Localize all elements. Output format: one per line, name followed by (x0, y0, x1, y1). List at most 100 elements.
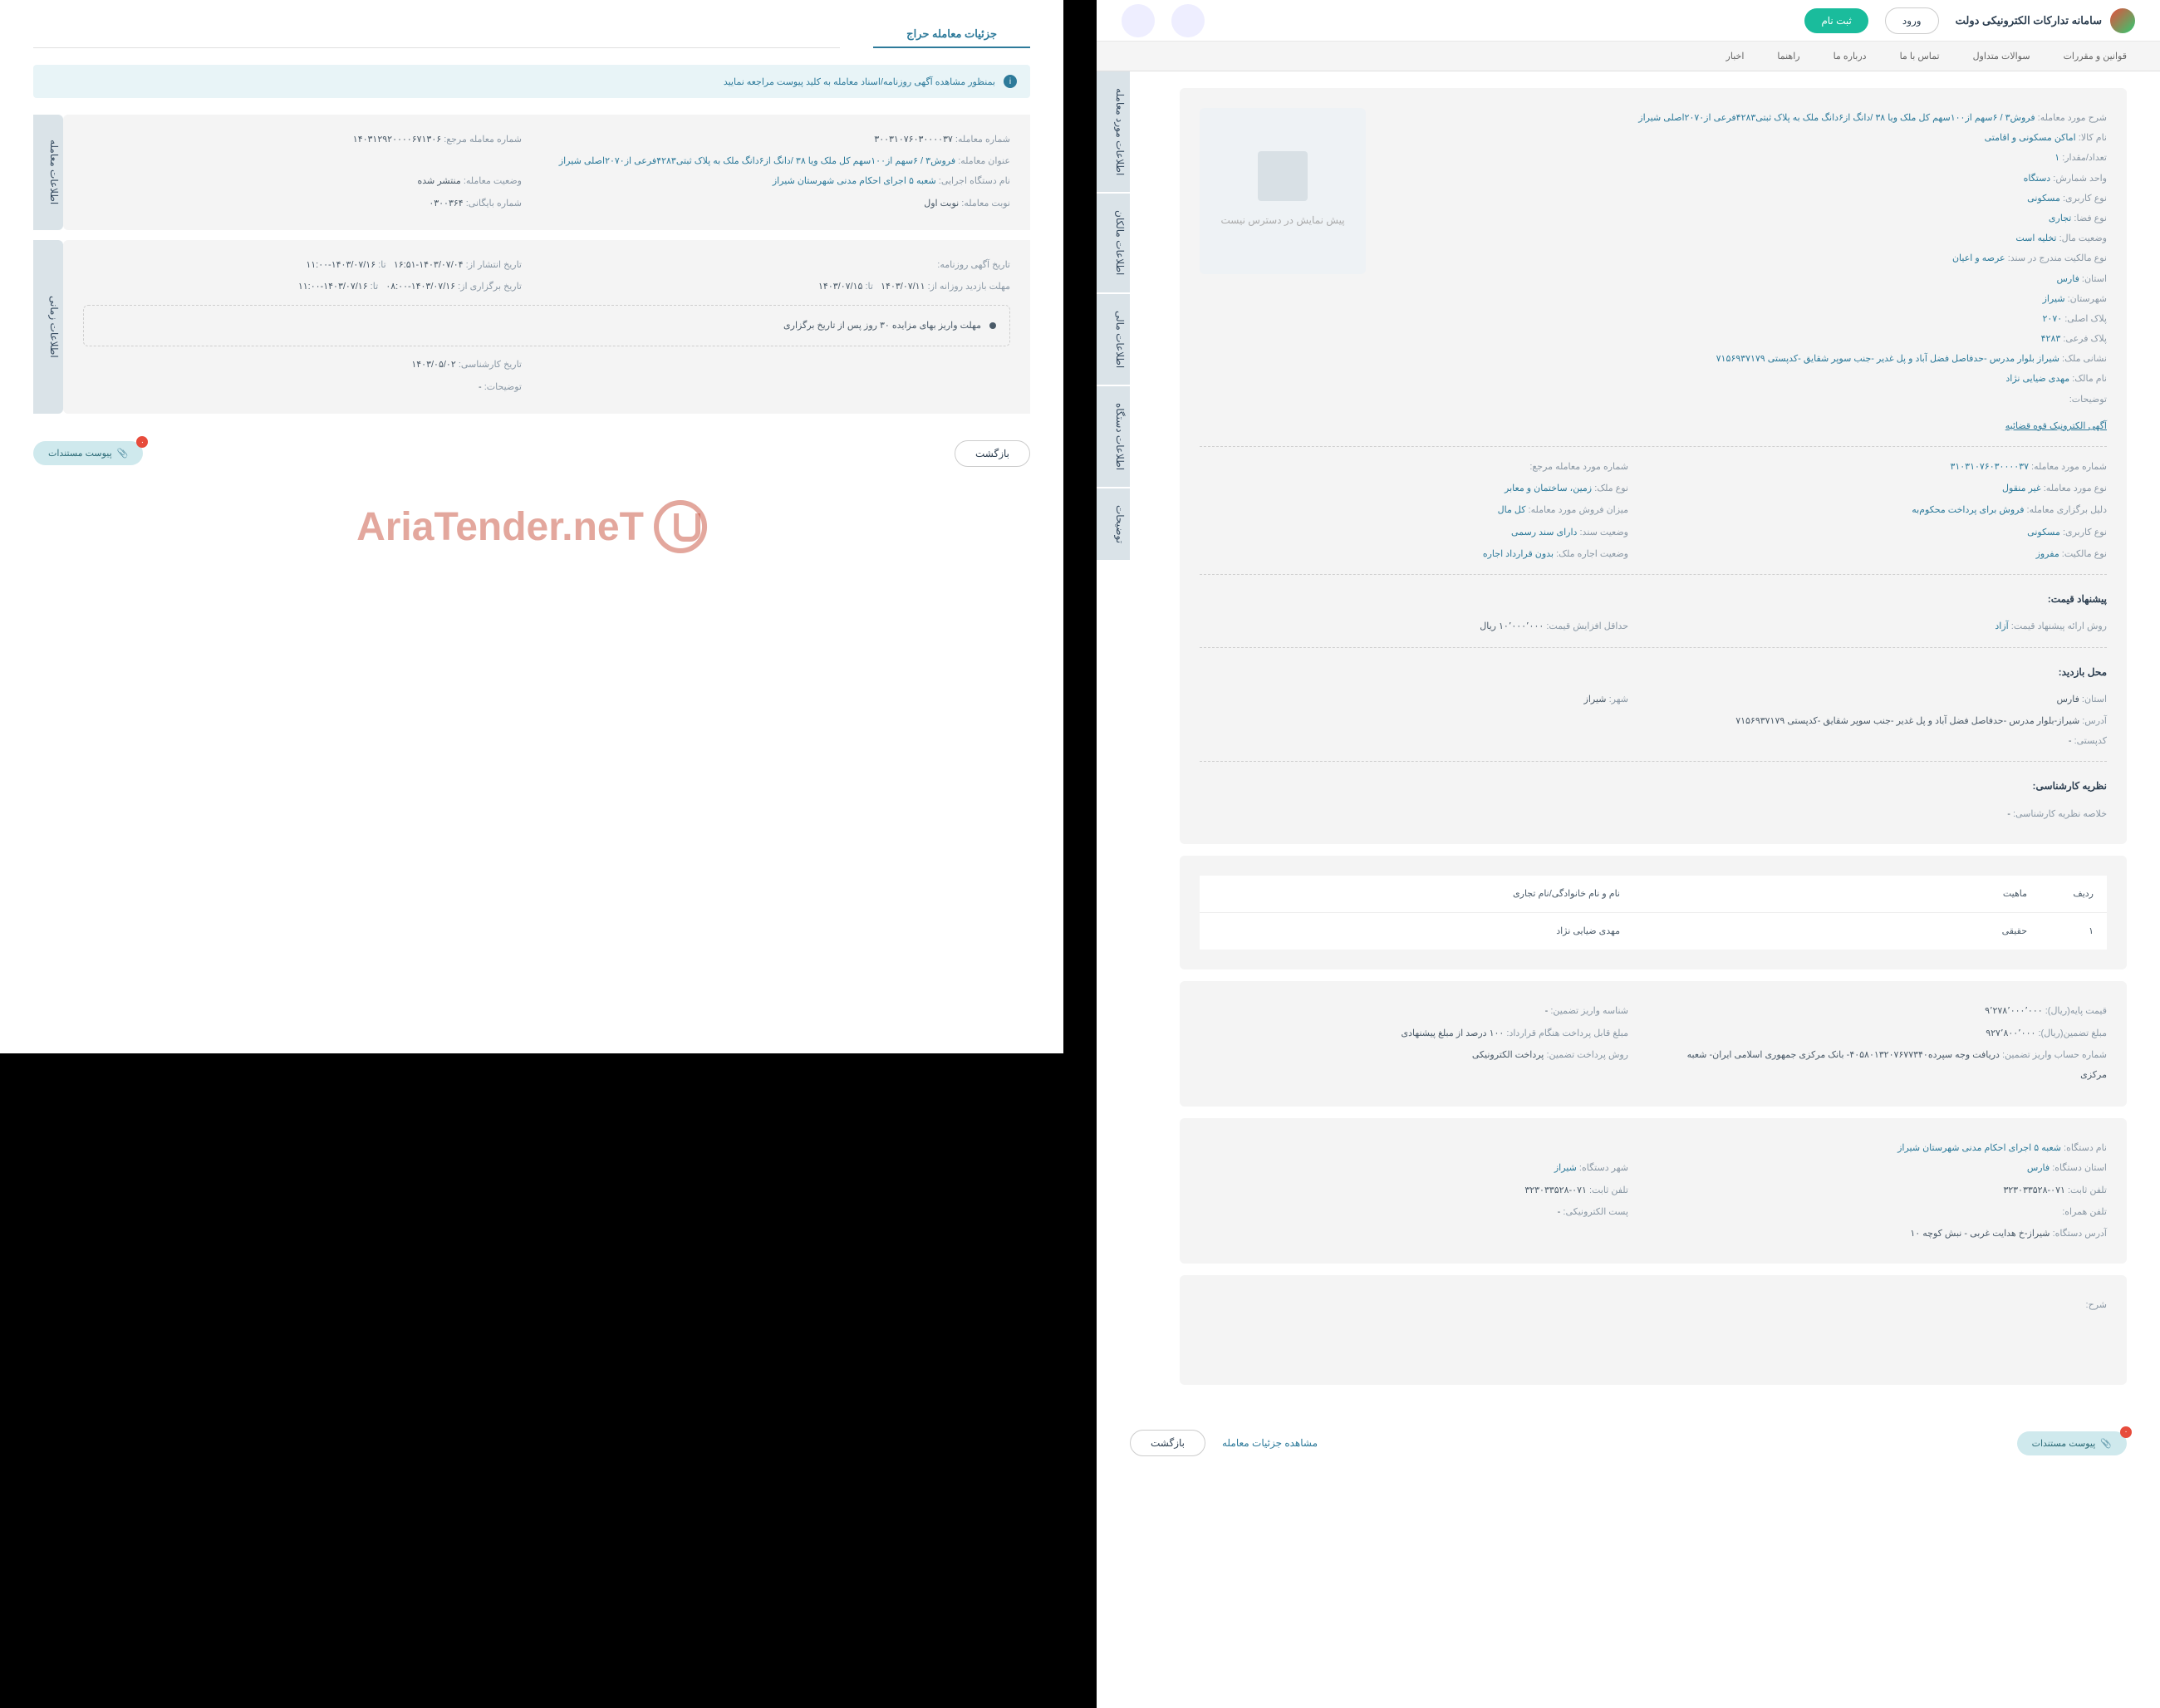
label: پلاک اصلی: (2064, 314, 2107, 324)
value: ۱۴۰۳/۰۷/۱۱ (881, 282, 925, 292)
value: ۰۳۰۰۳۶۴ (429, 199, 463, 209)
page-title: جزئیات معامله حراج (906, 27, 997, 40)
label: حداقل افزایش قیمت: (1546, 621, 1628, 631)
value: ۹۲۷٬۸۰۰٬۰۰۰ (1986, 1028, 2035, 1038)
value: مسکونی (2027, 528, 2060, 537)
label: توضیحات: (2069, 395, 2107, 405)
value: ۰۷۱-۳۲۳۰۳۳۵۲۸ (2003, 1185, 2065, 1195)
separator (1200, 647, 2107, 648)
value: زمین، ساختمان و معابر (1505, 483, 1592, 493)
org-box: نام دستگاه: شعبه ۵ اجرای احکام مدنی شهرس… (1180, 1118, 2127, 1264)
value: فارس (2057, 274, 2079, 284)
value: - (1545, 1006, 1549, 1016)
transaction-section: شماره معامله: ۳۰۰۳۱۰۷۶۰۳۰۰۰۰۳۷ شماره معا… (33, 115, 1030, 230)
left-tab-time[interactable]: اطلاعات زمانی (33, 240, 63, 414)
left-tab-transaction[interactable]: اطلاعات معامله (33, 115, 63, 230)
value: فارس (2057, 694, 2079, 704)
value: پرداخت الکترونیکی (1472, 1050, 1544, 1060)
value: فروش۳ / ۶سهم از۱۰۰سهم کل ملک ویا ۳۸ /دان… (1638, 113, 2035, 123)
value: فارس (2027, 1163, 2050, 1173)
value: - (479, 382, 482, 392)
value: شیراز (2043, 294, 2065, 304)
value: ۱۰۰ درصد از مبلغ پیشنهادی (1402, 1028, 1505, 1038)
label: تاریخ کارشناسی: (459, 360, 522, 370)
side-tabs: اطلاعات مورد معامله اطلاعات مالکان اطلاع… (1097, 71, 1130, 1413)
label: نام دستگاه: (2064, 1143, 2107, 1153)
main-content: شرح مورد معامله: فروش۳ / ۶سهم از۱۰۰سهم ک… (1130, 71, 2160, 1413)
value: مهدی ضیایی نژاد (2005, 374, 2069, 384)
value: ۳۱۰۳۱۰۷۶۰۳۰۰۰۰۳۷ (1950, 462, 2029, 472)
side-tab-financial[interactable]: اطلاعات مالی (1097, 294, 1130, 386)
label: نوع کاربری: (2063, 528, 2107, 537)
top-flex: شرح مورد معامله: فروش۳ / ۶سهم از۱۰۰سهم ک… (1200, 108, 2107, 436)
nav-item[interactable]: قوانین و مقررات (2064, 51, 2127, 61)
label: نوع کاربری: (2063, 194, 2107, 204)
side-tab-owners[interactable]: اطلاعات مالکان (1097, 194, 1130, 293)
court-link[interactable]: آگهی الکترونیک قوه قضائیه (2005, 416, 2107, 436)
back-button[interactable]: بازگشت (1130, 1430, 1205, 1456)
value: ۱۴۰۳۱۲۹۲۰۰۰۰۶۷۱۳۰۶ (353, 135, 441, 145)
label: شماره بایگانی: (466, 199, 522, 209)
bottom-actions: 📎 پیوست مستندات ۰ مشاهده جزئیات معامله ب… (1097, 1413, 2160, 1473)
label: نام کالا: (2079, 133, 2107, 143)
view-details-link[interactable]: مشاهده جزئیات معامله (1222, 1437, 1318, 1449)
value: آزاد (1995, 621, 2008, 631)
label: مبلغ تضمین(ریال): (2038, 1028, 2107, 1038)
value: ۱ (2054, 153, 2059, 163)
transaction-box: شماره معامله: ۳۰۰۳۱۰۷۶۰۳۰۰۰۰۳۷ شماره معا… (63, 115, 1030, 230)
value: ۲۰۷۰ (2043, 314, 2063, 324)
side-tab-subject[interactable]: اطلاعات مورد معامله (1097, 71, 1130, 194)
left-panel: جزئیات معامله حراج i بمنظور مشاهده آگهی … (0, 0, 1063, 1053)
badge: ۰ (2120, 1426, 2132, 1438)
gov-logo-1 (1171, 4, 1205, 37)
nav-bar: قوانین و مقررات سوالات متداول تماس با ما… (1097, 42, 2160, 71)
value: منتشر شده (418, 176, 461, 186)
value: شیراز بلوار مدرس -حدفاصل فضل آباد و پل غ… (1716, 354, 2059, 364)
label: وضعیت اجاره ملک: (1556, 549, 1628, 559)
nav-item[interactable]: اخبار (1726, 51, 1745, 61)
label: شناسه واریز تضمین: (1550, 1006, 1628, 1016)
label: دلیل برگزاری معامله: (2027, 505, 2107, 515)
side-tab-org[interactable]: اطلاعات دستگاه (1097, 386, 1130, 488)
side-tab-desc[interactable]: توضیحات (1097, 488, 1130, 562)
label: نوع مالکیت مندرج در سند: (2008, 253, 2107, 263)
alert-box: i بمنظور مشاهده آگهی روزنامه/اسناد معامل… (33, 65, 1030, 98)
cell: مهدی ضیایی نژاد (1213, 921, 1620, 941)
label: روش پرداخت تضمین: (1546, 1050, 1628, 1060)
label: نوبت معامله: (961, 199, 1010, 209)
table-header: ردیف ماهیت نام و نام خانوادگی/نام تجاری (1200, 876, 2107, 913)
logo-icon (2110, 8, 2135, 33)
label: واحد شمارش: (2053, 174, 2107, 184)
value: کل مال (1498, 505, 1526, 515)
value: مفروز (2036, 549, 2059, 559)
attachments-label: پیوست مستندات (48, 448, 112, 459)
attachments-button[interactable]: 📎 پیوست مستندات ۰ (33, 441, 143, 465)
label: مبلغ قابل پرداخت هنگام قرارداد: (1506, 1028, 1628, 1038)
label: تا: (378, 260, 385, 270)
col-header: ماهیت (1620, 884, 2027, 904)
label: تا: (371, 282, 378, 292)
register-button[interactable]: ثبت نام (1804, 8, 1868, 33)
back-button[interactable]: بازگشت (955, 440, 1030, 467)
label: میزان فروش مورد معامله: (1529, 505, 1628, 515)
nav-item[interactable]: درباره ما (1834, 51, 1867, 61)
site-title: سامانه تدارکات الکترونیکی دولت (1956, 14, 2102, 27)
nav-item[interactable]: راهنما (1777, 51, 1799, 61)
login-button[interactable]: ورود (1885, 7, 1939, 34)
value: ۱۴۰۳/۰۷/۰۴-۱۶:۵۱ (394, 260, 464, 270)
nav-item[interactable]: تماس با ما (1900, 51, 1940, 61)
value: ۰۷۱-۳۲۳۰۳۳۵۲۸ (1524, 1185, 1587, 1195)
left-title-wrap: جزئیات معامله حراج (873, 13, 1030, 48)
value: اماکن مسکونی و اقامتی (1985, 133, 2076, 143)
value: غیر منقول (2002, 483, 2041, 493)
attachments-button[interactable]: 📎 پیوست مستندات ۰ (2017, 1431, 2127, 1455)
nav-item[interactable]: سوالات متداول (1973, 51, 2030, 61)
value: دستگاه (2024, 174, 2051, 184)
gov-logo-2 (1122, 4, 1155, 37)
value: شعبه ۵ اجرای احکام مدنی شهرستان شیراز (773, 176, 936, 186)
label: شهر: (1609, 694, 1628, 704)
value: نوبت اول (924, 199, 959, 209)
time-section: تاریخ آگهی روزنامه: تاریخ انتشار از: ۱۴۰… (33, 240, 1030, 414)
value: ۱۴۰۳/۰۷/۱۵ (818, 282, 862, 292)
label: پست الکترونیکی: (1563, 1207, 1628, 1217)
